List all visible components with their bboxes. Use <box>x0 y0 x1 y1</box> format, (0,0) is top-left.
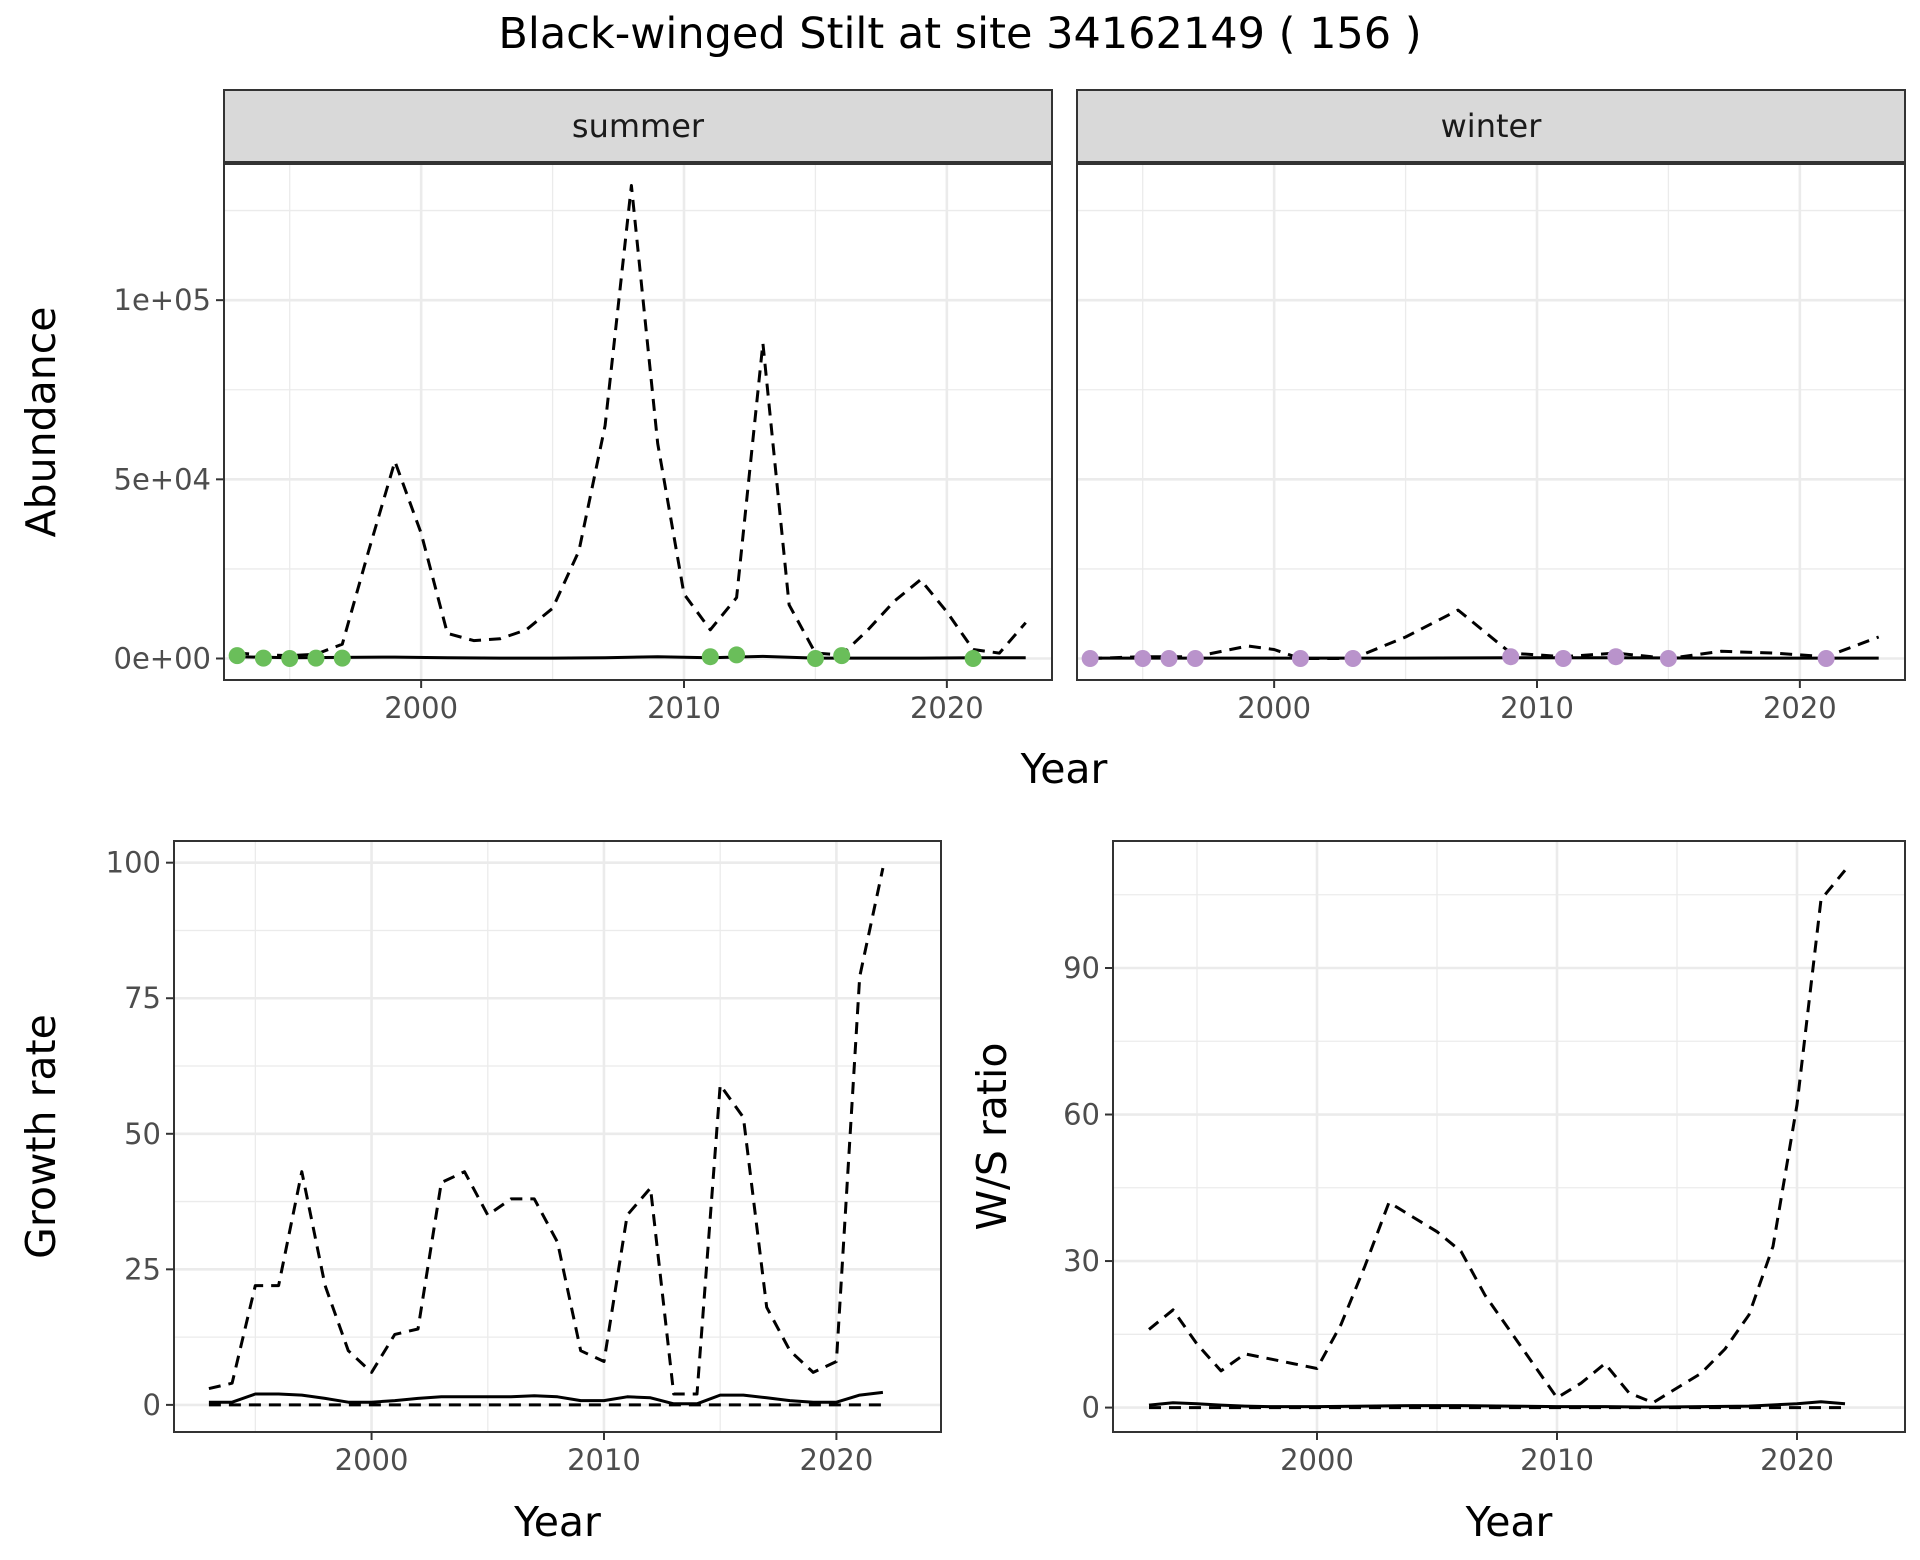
panel-4-background <box>1113 841 1905 1432</box>
panel-2-data-point <box>1344 650 1362 667</box>
panel-2-x-tick-label: 2000 <box>1237 691 1311 725</box>
panel-2-data-point <box>1607 648 1625 666</box>
panel-1-x-tick-label: 2020 <box>910 691 984 725</box>
panel-4-x-tick-label: 2020 <box>1760 1443 1834 1477</box>
panel-1-series-line-2 <box>237 654 1026 660</box>
panel-1-data-point <box>701 648 719 666</box>
panel-2-facet-strip <box>1076 89 1906 163</box>
panel-3-series-line-2 <box>208 1390 884 1406</box>
panel-1-data-point <box>281 650 299 667</box>
panel-3-y-tick-label: 0 <box>143 1388 161 1422</box>
panel-2-data-point <box>1502 648 1520 666</box>
panel-3-x-tick-label: 2010 <box>567 1443 641 1477</box>
panel-2-data-point <box>1291 650 1309 667</box>
panel-2-data-point <box>1659 650 1677 667</box>
panel-4-x-axis-title: Year <box>1465 1498 1553 1546</box>
panel-2-data-point <box>1081 650 1099 667</box>
panel-1-x-tick-label: 2000 <box>384 691 458 725</box>
chart-title: Black-winged Stilt at site 34162149 ( 15… <box>498 9 1421 59</box>
panel-3-series-line-1 <box>208 867 885 1396</box>
panel-1-data-point <box>307 649 325 667</box>
panel-2-data-point <box>1186 650 1204 667</box>
panel-4-y-tick-label: 60 <box>1063 1098 1100 1132</box>
panel-3-x-tick-label: 2020 <box>800 1443 874 1477</box>
panel-1-series-line-1 <box>236 184 1027 658</box>
panel-1-border <box>223 163 1053 681</box>
panel-4-x-tick-label: 2000 <box>1280 1443 1354 1477</box>
panel-4-border <box>1112 840 1906 1433</box>
panel-1-y-tick-label: 0e+00 <box>114 642 212 676</box>
panel-4-x-tick-label: 2010 <box>1520 1443 1594 1477</box>
facet-y-axis-title: Abundance <box>17 307 65 538</box>
panel-2-facet-label: winter <box>1441 107 1543 145</box>
panel-1-y-tick-label: 1e+05 <box>114 283 212 317</box>
panel-1-data-point <box>806 650 824 667</box>
panel-2-border <box>1076 163 1906 681</box>
panel-2-data-point <box>1160 650 1178 667</box>
panel-1-facet-label: summer <box>572 107 705 145</box>
panel-4-y-tick-label: 30 <box>1063 1244 1100 1278</box>
panel-1-y-tick-label: 5e+04 <box>114 462 212 496</box>
panel-2-x-tick-label: 2020 <box>1763 691 1837 725</box>
panel-1-data-point <box>333 649 351 667</box>
panel-4-series-line-1 <box>1148 869 1847 1405</box>
panel-2-data-point <box>1134 650 1152 667</box>
panel-1-data-point <box>833 647 851 665</box>
panel-2-background <box>1077 164 1905 680</box>
panel-3-y-tick-label: 25 <box>124 1252 161 1286</box>
panel-1-x-tick-label: 2010 <box>647 691 721 725</box>
panel-1-data-point <box>254 649 272 667</box>
panel-3-x-axis-title: Year <box>513 1498 601 1546</box>
panel-2-series-line-1 <box>1090 608 1880 660</box>
panel-3-y-tick-label: 75 <box>124 981 161 1015</box>
panel-1-facet-strip <box>223 89 1053 163</box>
facet-x-axis-title: Year <box>1020 745 1108 793</box>
panel-3-y-axis-title: Growth rate <box>17 1014 65 1259</box>
panel-1-data-point <box>728 646 746 664</box>
panel-2-data-point <box>1817 650 1835 667</box>
panel-4-y-axis-title: W/S ratio <box>968 1043 1016 1231</box>
panel-1-data-point <box>228 647 246 665</box>
panel-3-background <box>174 841 941 1432</box>
panel-4-y-tick-label: 0 <box>1082 1391 1100 1425</box>
panel-3-y-tick-label: 50 <box>124 1117 161 1151</box>
panel-2-x-tick-label: 2010 <box>1500 691 1574 725</box>
panel-2-data-point <box>1554 650 1572 667</box>
panel-4-y-tick-label: 90 <box>1063 951 1100 985</box>
panel-3-y-tick-label: 100 <box>106 846 161 880</box>
panel-3-border <box>173 840 942 1433</box>
panel-1-data-point <box>964 650 982 667</box>
panel-3-x-tick-label: 2000 <box>335 1443 409 1477</box>
